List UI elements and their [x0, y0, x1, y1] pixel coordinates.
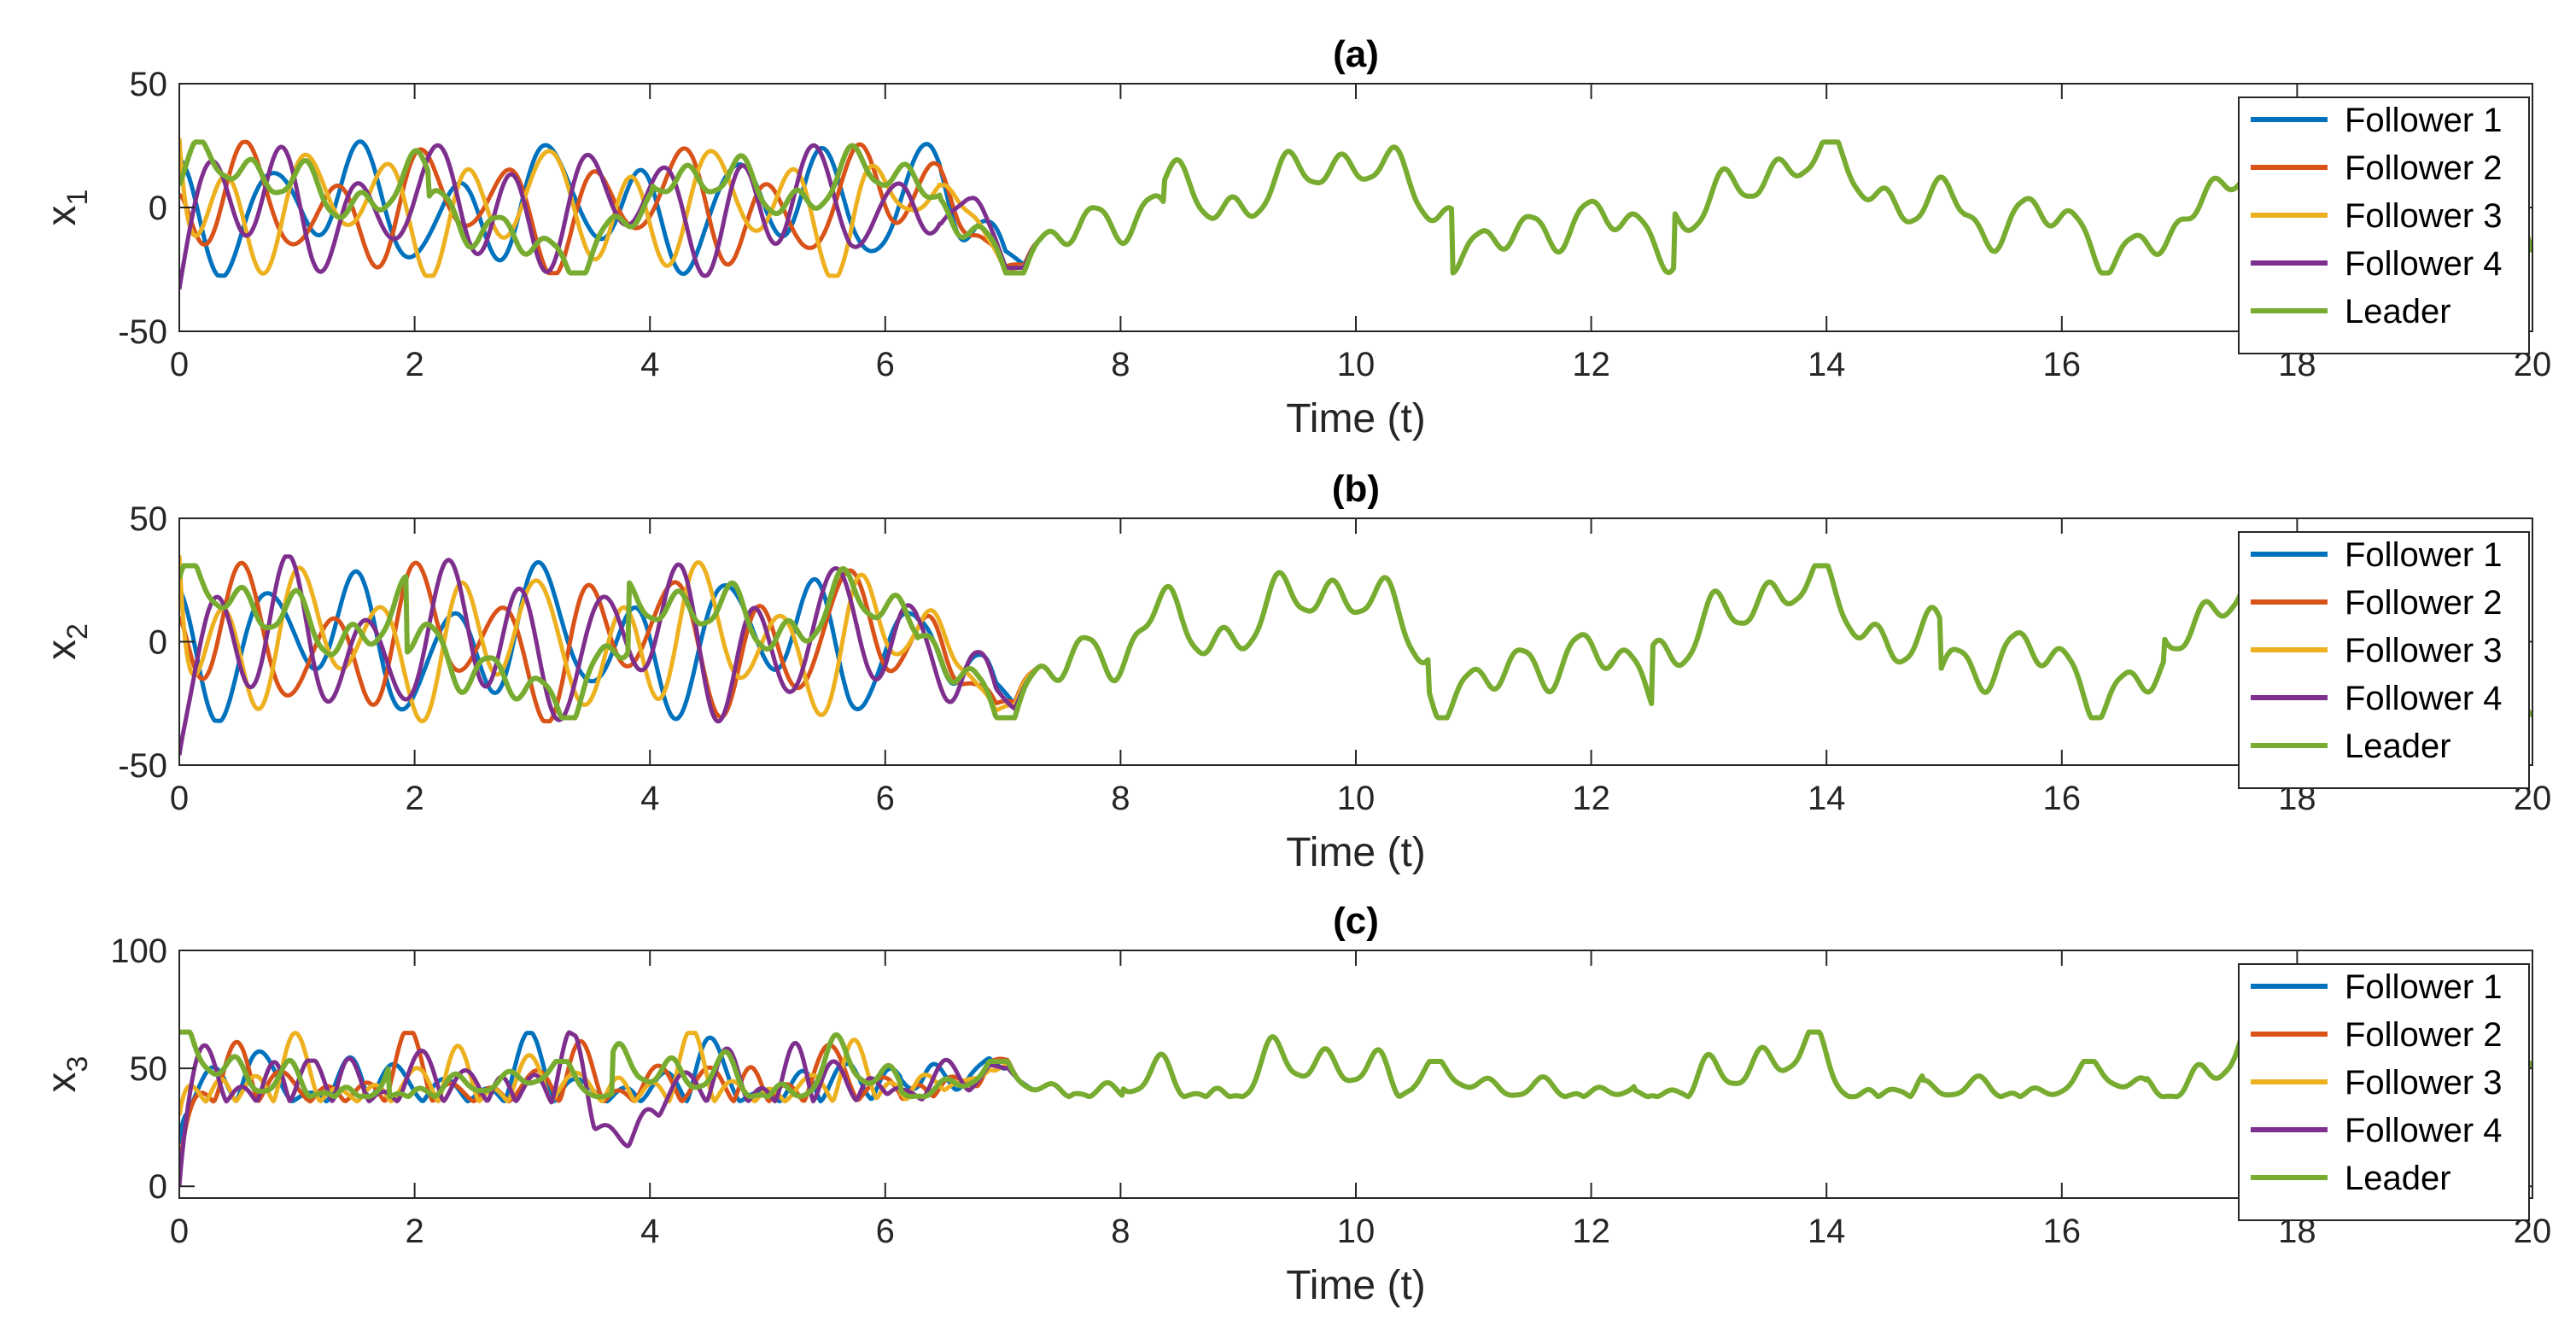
x-tick-label: 4 — [640, 1213, 659, 1250]
panel-title: (c) — [1333, 900, 1379, 942]
y-axis-label: x2 — [39, 623, 94, 660]
legend: Follower 1 Follower 2 Follower 3 Follower 4… — [2238, 963, 2530, 1221]
series-group — [179, 554, 2532, 756]
series-line-follower-4 — [179, 554, 1045, 756]
y-tick-label: 0 — [149, 190, 167, 227]
x-axis-label: Time (t) — [1286, 1263, 1426, 1308]
x-tick-label: 6 — [876, 780, 895, 817]
legend-label: Leader — [2345, 1160, 2451, 1197]
y-tick-label: 50 — [130, 66, 168, 103]
series-line-leader — [179, 139, 2532, 276]
series-line-follower-3 — [179, 555, 1045, 724]
x-tick-label: 8 — [1111, 1213, 1130, 1250]
legend-label: Follower 1 — [2345, 968, 2503, 1006]
y-tick-label: 50 — [130, 1050, 168, 1088]
y-axis-label: x3 — [39, 1056, 94, 1093]
x-tick-label: 14 — [1808, 780, 1846, 817]
legend-label: Follower 1 — [2345, 102, 2503, 139]
series-line-leader — [179, 563, 2532, 721]
x-tick-label: 12 — [1572, 1213, 1610, 1250]
series-line-follower-3 — [179, 137, 1046, 278]
x-tick-label: 16 — [2043, 346, 2082, 383]
y-tick-label: -50 — [118, 313, 167, 351]
x-tick-label: 4 — [640, 780, 659, 817]
legend-label: Follower 3 — [2345, 197, 2503, 235]
x-tick-label: 2 — [405, 780, 423, 817]
x-axis-label: Time (t) — [1286, 396, 1426, 441]
series-group — [179, 1029, 2532, 1187]
legend-label: Leader — [2345, 293, 2451, 330]
y-axis-label: x1 — [39, 190, 94, 226]
legend: Follower 1 Follower 2 Follower 3 Follower 4… — [2238, 96, 2530, 354]
x-tick-label: 10 — [1337, 780, 1376, 817]
x-tick-label: 4 — [640, 346, 659, 383]
x-tick-label: 6 — [876, 1213, 895, 1250]
legend-label: Follower 2 — [2345, 149, 2503, 187]
x-tick-label: 0 — [170, 780, 189, 817]
y-tick-label: 50 — [130, 500, 168, 538]
x-tick-label: 12 — [1572, 346, 1610, 383]
x-tick-label: 12 — [1572, 780, 1610, 817]
legend-label: Follower 4 — [2345, 680, 2503, 717]
x-tick-label: 0 — [170, 346, 189, 383]
series-line-follower-4 — [179, 143, 1046, 290]
x-axis-label: Time (t) — [1286, 830, 1426, 875]
plot-area — [179, 84, 2532, 331]
y-tick-label: 0 — [149, 1168, 167, 1206]
x-tick-label: 0 — [170, 1213, 189, 1250]
panel-title: (b) — [1332, 468, 1380, 510]
panel-title: (a) — [1333, 33, 1379, 75]
x-tick-label: 6 — [876, 346, 895, 383]
y-tick-label: -50 — [118, 747, 167, 785]
x-tick-label: 10 — [1337, 1213, 1376, 1250]
plot-area — [179, 518, 2532, 765]
x-tick-label: 2 — [405, 1213, 423, 1250]
legend-label: Follower 3 — [2345, 1064, 2503, 1102]
x-tick-label: 2 — [405, 346, 423, 383]
series-line-leader — [179, 1029, 2532, 1100]
legend-label: Leader — [2345, 728, 2451, 765]
x-tick-label: 16 — [2043, 780, 2082, 817]
x-tick-label: 14 — [1808, 346, 1846, 383]
series-group — [179, 137, 2532, 290]
y-tick-label: 0 — [149, 624, 167, 662]
y-tick-label: 100 — [110, 932, 167, 970]
legend-label: Follower 2 — [2345, 1016, 2503, 1054]
legend: Follower 1 Follower 2 Follower 3 Follower 4… — [2238, 531, 2530, 789]
x-tick-label: 16 — [2043, 1213, 2082, 1250]
legend-label: Follower 4 — [2345, 245, 2503, 283]
x-tick-label: 8 — [1111, 346, 1130, 383]
x-tick-label: 10 — [1337, 346, 1376, 383]
legend-label: Follower 1 — [2345, 536, 2503, 574]
x-tick-label: 14 — [1808, 1213, 1846, 1250]
legend-label: Follower 4 — [2345, 1112, 2503, 1149]
x-tick-label: 8 — [1111, 780, 1130, 817]
legend-label: Follower 3 — [2345, 632, 2503, 669]
legend-label: Follower 2 — [2345, 584, 2503, 622]
